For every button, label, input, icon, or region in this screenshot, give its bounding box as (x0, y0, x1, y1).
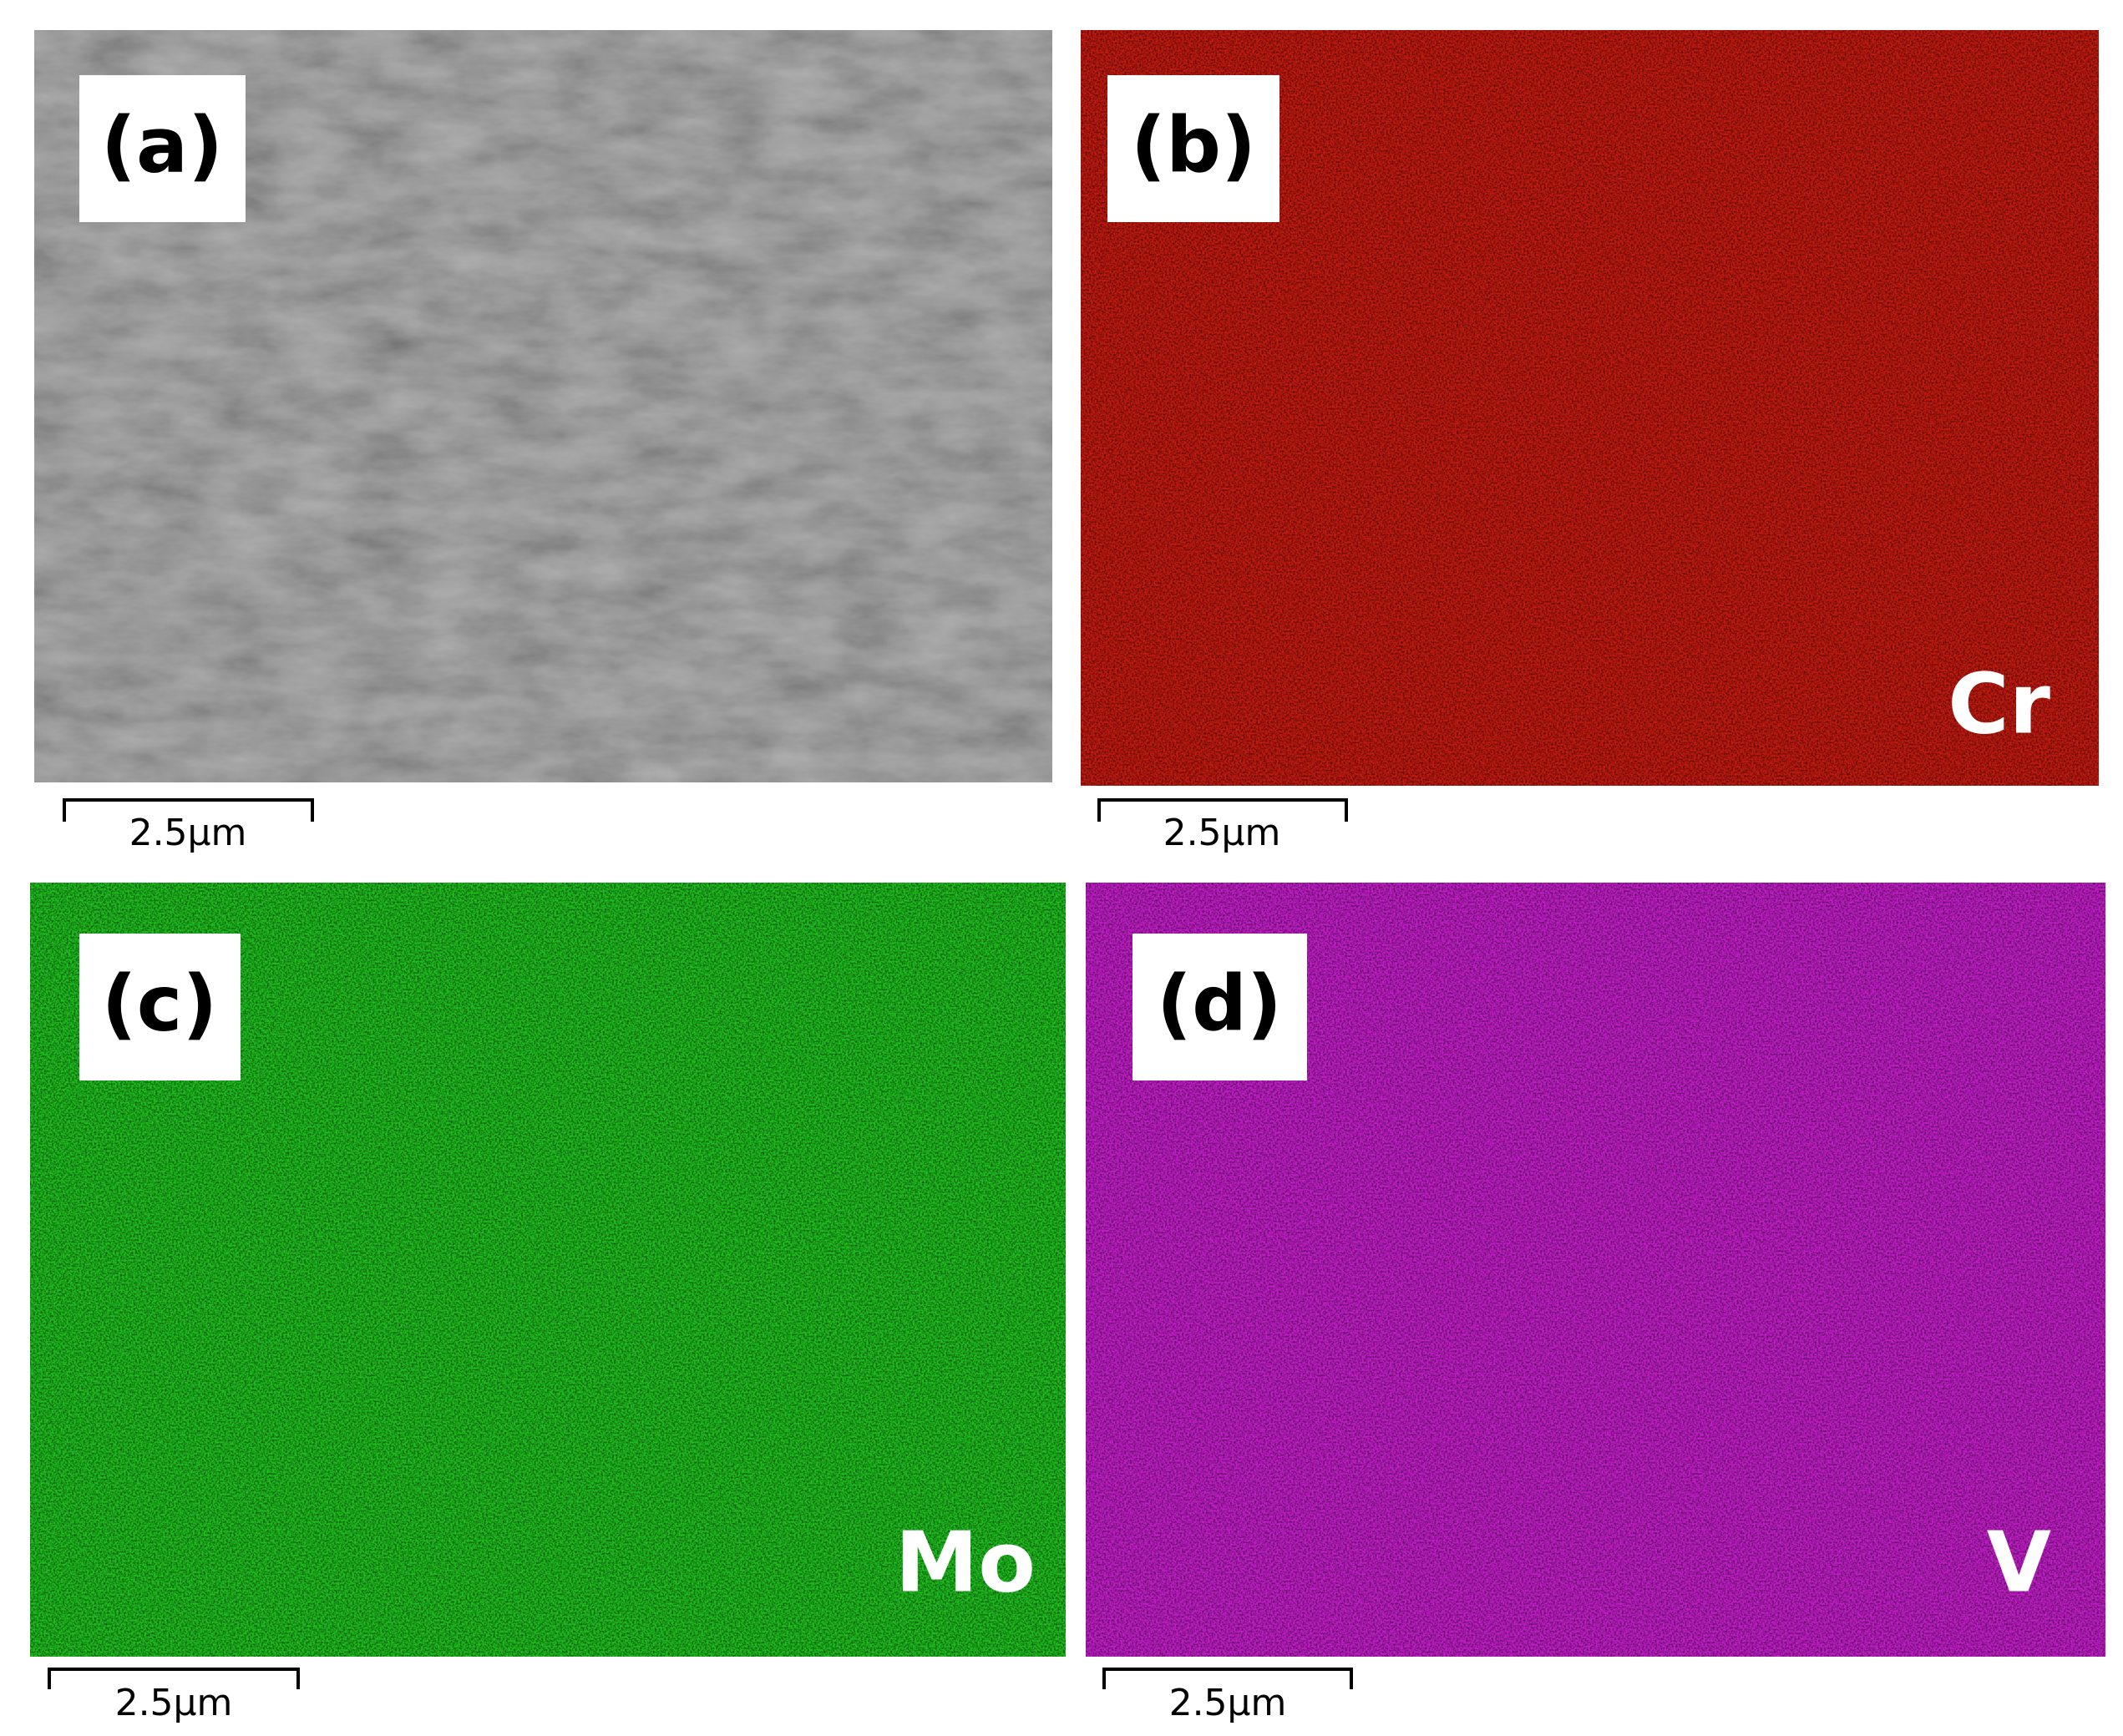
element-label: Mo (895, 1513, 1036, 1611)
panel-label: (a) (101, 100, 223, 190)
panel-c: (c) Mo 2.5μm (30, 883, 1066, 1724)
label-box (79, 934, 241, 1081)
scale-bar-text: 2.5μm (1163, 812, 1281, 854)
panel-label: (b) (1131, 100, 1256, 190)
element-label: Cr (1948, 655, 2050, 752)
scale-bar-text: 2.5μm (1169, 1682, 1287, 1724)
scale-bar (1102, 1668, 1353, 1689)
panel-d: (d) V 2.5μm (1086, 883, 2105, 1724)
label-box (1107, 75, 1279, 222)
scale-bar (1097, 798, 1348, 822)
panel-a: (a) 2.5μm (34, 30, 1052, 854)
panel-label: (c) (102, 959, 218, 1048)
label-box (79, 75, 246, 222)
panel-label: (d) (1157, 959, 1282, 1048)
scale-bar-text: 2.5μm (115, 1682, 233, 1724)
scale-bar-text: 2.5μm (129, 812, 247, 854)
element-label: V (1987, 1513, 2051, 1611)
scale-bar (63, 798, 314, 822)
scale-bar (48, 1668, 300, 1689)
panel-b: (b) Cr 2.5μm (1081, 30, 2099, 854)
label-box (1132, 934, 1307, 1081)
